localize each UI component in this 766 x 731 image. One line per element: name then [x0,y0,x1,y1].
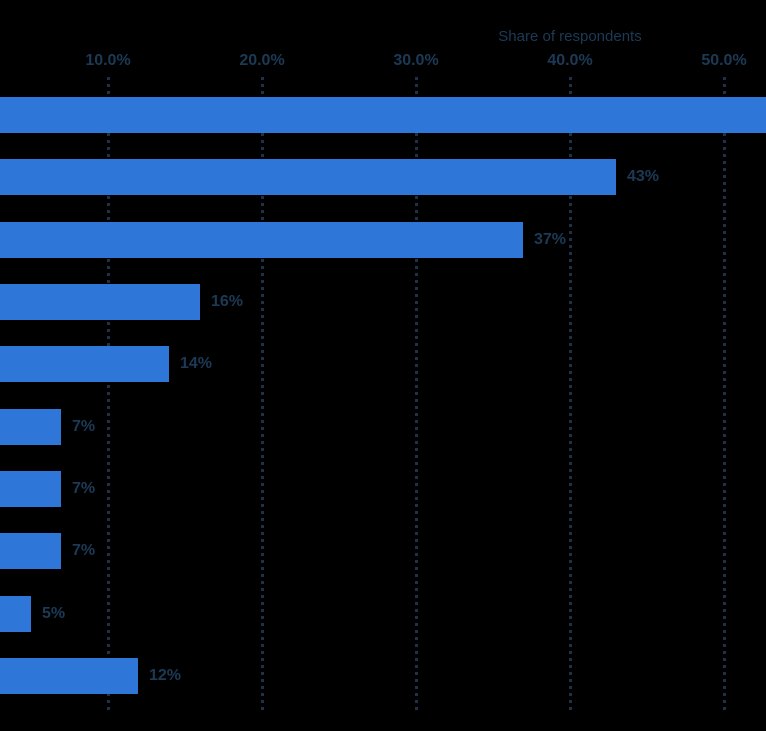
gridline [107,77,110,710]
gridline [569,77,572,710]
x-axis-tick-label: 10.0% [85,52,131,69]
bar [0,159,616,195]
bar [0,596,31,632]
x-axis-tick-label: 30.0% [393,52,439,69]
bar-value-label: 5% [42,605,66,622]
bar-value-label: 7% [72,480,96,497]
bar [0,471,61,507]
bar-value-label: 16% [211,293,244,310]
bar [0,533,61,569]
x-axis-tick-label: 50.0% [701,52,747,69]
bar [0,97,766,133]
x-axis-tick-label: 20.0% [239,52,285,69]
x-axis-title: Share of respondents [498,28,642,45]
bar-value-label: 43% [627,168,660,185]
bar [0,658,138,694]
bar [0,284,200,320]
gridline [723,77,726,710]
bar-value-label: 7% [72,418,96,435]
bar-value-label: 12% [149,667,182,684]
x-axis-tick-label: 40.0% [547,52,593,69]
gridline [415,77,418,710]
bar-value-label: 14% [180,355,213,372]
bar-value-label: 37% [534,231,567,248]
gridline [261,77,264,710]
bar [0,346,169,382]
bar [0,222,523,258]
bar-value-label: 7% [72,542,96,559]
bar [0,409,61,445]
